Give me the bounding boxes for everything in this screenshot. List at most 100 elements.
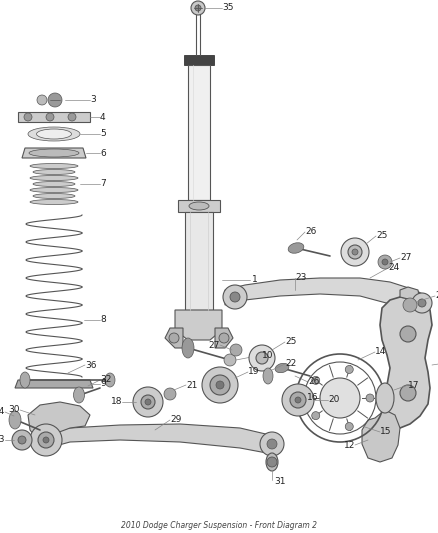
Text: 15: 15 xyxy=(380,427,392,437)
Ellipse shape xyxy=(74,387,85,403)
Ellipse shape xyxy=(30,199,78,205)
Circle shape xyxy=(38,432,54,448)
Circle shape xyxy=(230,292,240,302)
Circle shape xyxy=(230,344,242,356)
Polygon shape xyxy=(38,424,280,454)
Text: 1: 1 xyxy=(252,276,258,285)
Circle shape xyxy=(202,367,238,403)
Circle shape xyxy=(133,387,163,417)
Circle shape xyxy=(312,376,320,384)
Text: 17: 17 xyxy=(408,381,420,390)
Polygon shape xyxy=(215,328,233,348)
Circle shape xyxy=(249,345,275,371)
Circle shape xyxy=(345,366,353,374)
Text: 34: 34 xyxy=(0,408,5,416)
Circle shape xyxy=(30,424,62,456)
Circle shape xyxy=(24,113,32,121)
Circle shape xyxy=(267,457,277,467)
Circle shape xyxy=(219,333,229,343)
Text: 32: 32 xyxy=(100,376,111,384)
Polygon shape xyxy=(225,278,430,308)
Text: 31: 31 xyxy=(274,478,286,487)
Ellipse shape xyxy=(182,338,194,358)
Polygon shape xyxy=(28,402,90,440)
Circle shape xyxy=(48,93,62,107)
Circle shape xyxy=(210,375,230,395)
Ellipse shape xyxy=(288,243,304,253)
Circle shape xyxy=(282,384,314,416)
Text: 14: 14 xyxy=(375,348,386,357)
Circle shape xyxy=(68,113,76,121)
Circle shape xyxy=(348,245,362,259)
Text: 10: 10 xyxy=(262,351,273,359)
Circle shape xyxy=(312,411,320,419)
Text: 26: 26 xyxy=(308,377,319,386)
Circle shape xyxy=(256,352,268,364)
Ellipse shape xyxy=(30,188,78,192)
Ellipse shape xyxy=(28,127,80,141)
Ellipse shape xyxy=(9,411,21,429)
Ellipse shape xyxy=(275,364,289,373)
Circle shape xyxy=(418,299,426,307)
Circle shape xyxy=(400,326,416,342)
Circle shape xyxy=(341,238,369,266)
Text: 18: 18 xyxy=(110,398,122,407)
Circle shape xyxy=(412,293,432,313)
Polygon shape xyxy=(22,148,86,158)
Circle shape xyxy=(352,249,358,255)
Ellipse shape xyxy=(30,175,78,181)
Text: 36: 36 xyxy=(85,360,96,369)
Circle shape xyxy=(37,95,47,105)
Polygon shape xyxy=(188,65,210,200)
Circle shape xyxy=(382,259,388,265)
Text: 4: 4 xyxy=(100,112,106,122)
Circle shape xyxy=(145,399,151,405)
Text: 9: 9 xyxy=(100,379,106,389)
Ellipse shape xyxy=(33,193,75,198)
Text: 25: 25 xyxy=(376,231,387,240)
Ellipse shape xyxy=(33,169,75,174)
Ellipse shape xyxy=(189,202,209,210)
Text: 33: 33 xyxy=(0,435,5,445)
Circle shape xyxy=(46,113,54,121)
Polygon shape xyxy=(185,212,213,310)
Text: 12: 12 xyxy=(344,440,355,449)
Circle shape xyxy=(260,432,284,456)
Circle shape xyxy=(18,436,26,444)
Ellipse shape xyxy=(30,164,78,168)
Ellipse shape xyxy=(36,129,71,139)
Polygon shape xyxy=(165,328,183,348)
Ellipse shape xyxy=(29,149,79,157)
Ellipse shape xyxy=(105,373,115,387)
Text: 16: 16 xyxy=(307,393,318,402)
Circle shape xyxy=(267,439,277,449)
Circle shape xyxy=(164,388,176,400)
Polygon shape xyxy=(380,297,432,428)
Circle shape xyxy=(403,298,417,312)
Text: 22: 22 xyxy=(285,359,296,368)
Ellipse shape xyxy=(33,182,75,187)
Text: 8: 8 xyxy=(100,316,106,325)
Text: 6: 6 xyxy=(100,149,106,157)
Text: 2010 Dodge Charger Suspension - Front Diagram 2: 2010 Dodge Charger Suspension - Front Di… xyxy=(121,521,317,529)
Polygon shape xyxy=(184,55,214,65)
Text: 7: 7 xyxy=(100,180,106,189)
Circle shape xyxy=(295,397,301,403)
Circle shape xyxy=(141,395,155,409)
Text: 19: 19 xyxy=(248,367,259,376)
Text: 28: 28 xyxy=(435,292,438,301)
Circle shape xyxy=(216,381,224,389)
Text: 30: 30 xyxy=(8,406,20,415)
Polygon shape xyxy=(175,310,222,340)
Polygon shape xyxy=(15,380,93,388)
Circle shape xyxy=(320,378,360,418)
Circle shape xyxy=(223,285,247,309)
Circle shape xyxy=(169,333,179,343)
Circle shape xyxy=(366,394,374,402)
Text: 29: 29 xyxy=(170,416,181,424)
Circle shape xyxy=(12,430,32,450)
Ellipse shape xyxy=(376,383,394,413)
Ellipse shape xyxy=(263,368,273,384)
Circle shape xyxy=(290,392,306,408)
Polygon shape xyxy=(178,200,220,212)
